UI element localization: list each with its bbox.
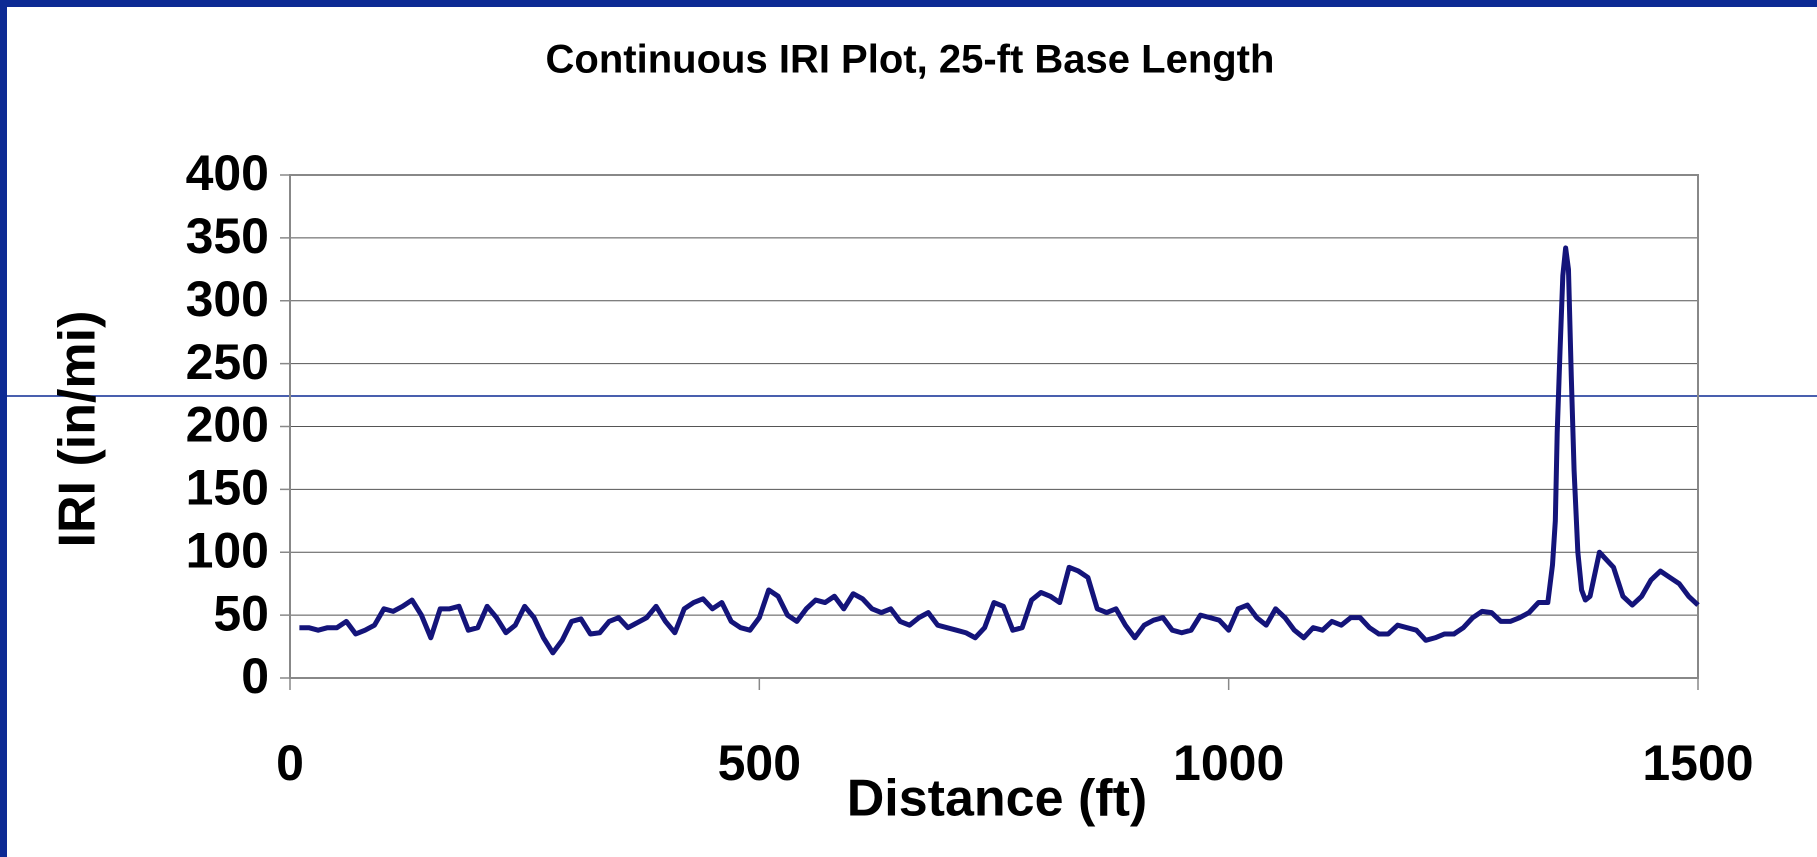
x-tick-label: 500 [718, 735, 801, 791]
x-tick-label: 1000 [1173, 735, 1284, 791]
slide-area [7, 7, 1817, 857]
y-tick-label: 350 [186, 208, 269, 264]
y-tick-label: 400 [186, 145, 269, 201]
y-tick-label: 150 [186, 460, 269, 516]
chart-title: Continuous IRI Plot, 25-ft Base Length [546, 38, 1275, 82]
x-tick-label: 1500 [1642, 735, 1753, 791]
y-tick-label: 50 [213, 585, 269, 641]
y-tick-label: 100 [186, 522, 269, 578]
x-tick-label: 0 [276, 735, 304, 791]
x-axis-title: Distance (ft) [847, 770, 1147, 828]
y-tick-label: 250 [186, 334, 269, 390]
y-tick-label: 300 [186, 271, 269, 327]
data-line [299, 245, 1700, 656]
y-tick-label: 200 [186, 397, 269, 453]
y-axis-title: IRI (in/mi) [49, 311, 107, 548]
y-tick-label: 0 [241, 648, 269, 704]
plot-frame [289, 174, 1699, 679]
